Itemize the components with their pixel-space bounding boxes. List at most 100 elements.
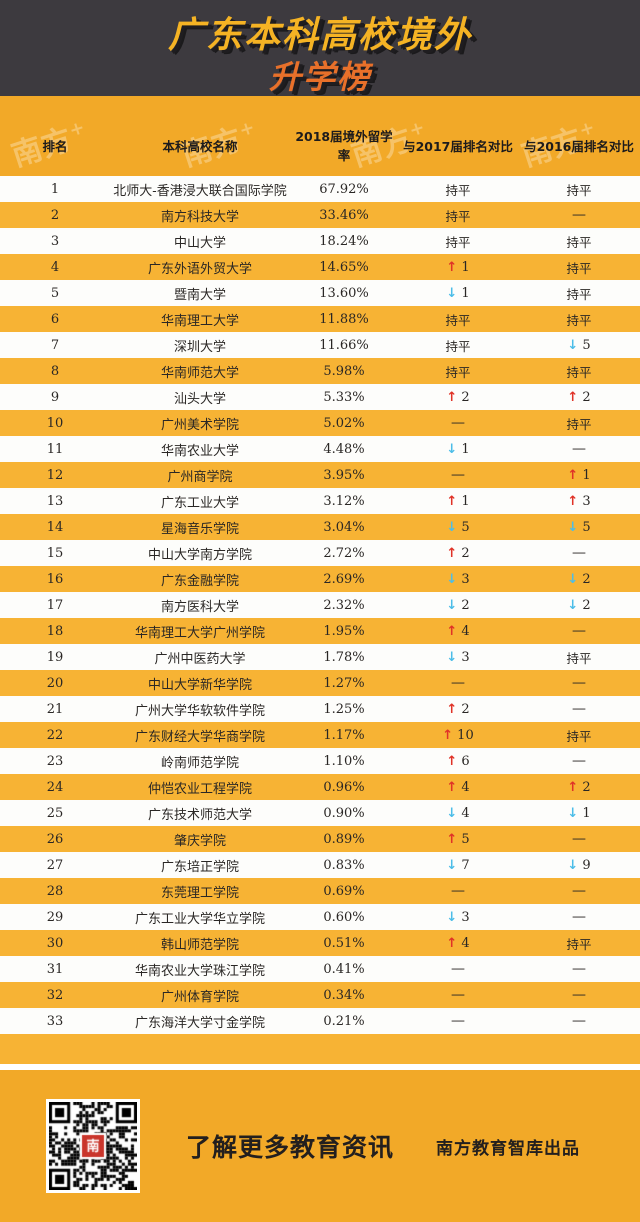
cell-university-name: 北师大-香港浸大联合国际学院: [113, 183, 287, 199]
cell-delta-2017: ↑ 4: [398, 780, 518, 795]
table-row[interactable]: 23 岭南师范学院 1.10% ↑ 6 —: [0, 748, 640, 774]
table-row[interactable]: 10 广州美术学院 5.02% — 持平: [0, 410, 640, 436]
table-row[interactable]: 11 华南农业大学 4.48% ↓ 1 —: [0, 436, 640, 462]
table-row[interactable]: 4 广东外语外贸大学 14.65% ↑ 1 持平: [0, 254, 640, 280]
cell-delta-2016: 持平: [518, 648, 640, 667]
cell-university-name: 广州商学院: [167, 469, 233, 485]
table-row[interactable]: 26 肇庆学院 0.89% ↑ 5 —: [0, 826, 640, 852]
table-row[interactable]: 30 韩山师范学院 0.51% ↑ 4 持平: [0, 930, 640, 956]
delta-number: 2: [582, 779, 591, 795]
delta-number: 4: [461, 935, 470, 951]
arrow-down-icon: ↓: [446, 571, 458, 587]
table-row[interactable]: 15 中山大学南方学院 2.72% ↑ 2 —: [0, 540, 640, 566]
arrow-up-icon: ↑: [446, 935, 458, 951]
cell-delta-2017: ↑ 4: [398, 936, 518, 951]
cell-delta-2017: ↓ 3: [398, 572, 518, 587]
dash-symbol: —: [572, 987, 586, 1003]
cell-university-name: 广东外语外贸大学: [147, 261, 252, 277]
cell-university-name: 暨南大学: [173, 287, 226, 303]
cell-overseas-rate: 0.41%: [323, 961, 365, 977]
table-row[interactable]: 21 广州大学华软软件学院 1.25% ↑ 2 —: [0, 696, 640, 722]
cell-university-name: 星海音乐学院: [160, 521, 239, 537]
cell-university-name: 中山大学新华学院: [147, 677, 252, 693]
delta-value: ↓ 3: [446, 910, 469, 925]
delta-value: ↓ 4: [446, 806, 469, 821]
cell-rank: 24: [46, 779, 64, 795]
cell-rank: 20: [46, 675, 64, 691]
table-row[interactable]: 14 星海音乐学院 3.04% ↓ 5 ↓ 5: [0, 514, 640, 540]
cell-rank: 5: [50, 285, 60, 301]
table-row[interactable]: 5 暨南大学 13.60% ↓ 1 持平: [0, 280, 640, 306]
dash-symbol: —: [572, 1013, 586, 1029]
table-row[interactable]: 27 广东培正学院 0.83% ↓ 7 ↓ 9: [0, 852, 640, 878]
cell-rank: 15: [46, 545, 64, 561]
delta-value: ↓ 5: [567, 338, 590, 353]
table-row[interactable]: 31 华南农业大学珠江学院 0.41% — —: [0, 956, 640, 982]
table-row[interactable]: 1 北师大-香港浸大联合国际学院 67.92% 持平 持平: [0, 176, 640, 202]
table-row[interactable]: 32 广州体育学院 0.34% — —: [0, 982, 640, 1008]
table-row[interactable]: 17 南方医科大学 2.32% ↓ 2 ↓ 2: [0, 592, 640, 618]
table-row[interactable]: 25 广东技术师范大学 0.90% ↓ 4 ↓ 1: [0, 800, 640, 826]
cell-delta-2017: 持平: [398, 180, 518, 199]
table-row[interactable]: 24 仲恺农业工程学院 0.96% ↑ 4 ↑ 2: [0, 774, 640, 800]
cell-rank: 33: [46, 1013, 64, 1029]
cell-university-name: 中山大学南方学院: [147, 547, 252, 563]
table-row[interactable]: 20 中山大学新华学院 1.27% — —: [0, 670, 640, 696]
table-row[interactable]: 8 华南师范大学 5.98% 持平 持平: [0, 358, 640, 384]
flat-label: 持平: [566, 364, 592, 380]
table-row[interactable]: 7 深圳大学 11.66% 持平 ↓ 5: [0, 332, 640, 358]
cell-delta-2016: 持平: [518, 232, 640, 251]
table-row[interactable]: 9 汕头大学 5.33% ↑ 2 ↑ 2: [0, 384, 640, 410]
delta-number: 1: [461, 493, 470, 509]
delta-value: ↑ 4: [446, 624, 469, 639]
cell-delta-2017: ↓ 7: [398, 858, 518, 873]
cell-rank: 21: [46, 701, 64, 717]
arrow-up-icon: ↑: [446, 779, 458, 795]
table-row[interactable]: 2 南方科技大学 33.46% 持平 —: [0, 202, 640, 228]
cell-university-name: 广东财经大学华商学院: [134, 729, 265, 745]
delta-number: 2: [582, 389, 591, 405]
cell-overseas-rate: 1.78%: [323, 649, 365, 665]
table-row[interactable]: 12 广州商学院 3.95% — ↑ 1: [0, 462, 640, 488]
arrow-up-icon: ↑: [446, 493, 458, 509]
cell-university-name: 南方医科大学: [160, 599, 239, 615]
arrow-down-icon: ↓: [446, 805, 458, 821]
arrow-up-icon: ↑: [446, 545, 458, 561]
qr-code[interactable]: [46, 1099, 140, 1193]
delta-number: 4: [461, 623, 470, 639]
cell-delta-2016: ↓ 1: [518, 806, 640, 821]
table-row[interactable]: 16 广东金融学院 2.69% ↓ 3 ↓ 2: [0, 566, 640, 592]
cell-delta-2016: —: [518, 441, 640, 457]
table-row[interactable]: 33 广东海洋大学寸金学院 0.21% — —: [0, 1008, 640, 1034]
cell-university-name: 仲恺农业工程学院: [147, 781, 252, 797]
cell-delta-2016: 持平: [518, 934, 640, 953]
delta-number: 1: [461, 441, 470, 457]
dash-symbol: —: [451, 883, 465, 899]
cell-overseas-rate: 5.02%: [323, 415, 365, 431]
table-row[interactable]: 29 广东工业大学华立学院 0.60% ↓ 3 —: [0, 904, 640, 930]
arrow-down-icon: ↓: [567, 805, 579, 821]
cell-university-name: 广州体育学院: [160, 989, 239, 1005]
dash-symbol: —: [451, 467, 465, 483]
delta-value: ↓ 7: [446, 858, 469, 873]
cell-rank: 6: [50, 311, 60, 327]
cell-delta-2016: —: [518, 623, 640, 639]
table-row[interactable]: 13 广东工业大学 3.12% ↑ 1 ↑ 3: [0, 488, 640, 514]
arrow-down-icon: ↓: [567, 337, 579, 353]
table-row[interactable]: 18 华南理工大学广州学院 1.95% ↑ 4 —: [0, 618, 640, 644]
cell-overseas-rate: 1.95%: [323, 623, 365, 639]
delta-number: 10: [457, 727, 474, 743]
dash-symbol: —: [572, 909, 586, 925]
table-row[interactable]: 6 华南理工大学 11.88% 持平 持平: [0, 306, 640, 332]
cell-university-name: 广东工业大学华立学院: [134, 911, 265, 927]
header-rank: 排名: [42, 138, 68, 154]
delta-number: 5: [461, 831, 470, 847]
table-row[interactable]: 19 广州中医药大学 1.78% ↓ 3 持平: [0, 644, 640, 670]
cell-university-name: 韩山师范学院: [160, 937, 239, 953]
dash-symbol: —: [572, 207, 586, 223]
table-row[interactable]: 3 中山大学 18.24% 持平 持平: [0, 228, 640, 254]
cell-university-name: 广东海洋大学寸金学院: [134, 1015, 265, 1031]
delta-value: ↓ 2: [446, 598, 469, 613]
table-row[interactable]: 28 东莞理工学院 0.69% — —: [0, 878, 640, 904]
table-row[interactable]: 22 广东财经大学华商学院 1.17% ↑ 10 持平: [0, 722, 640, 748]
